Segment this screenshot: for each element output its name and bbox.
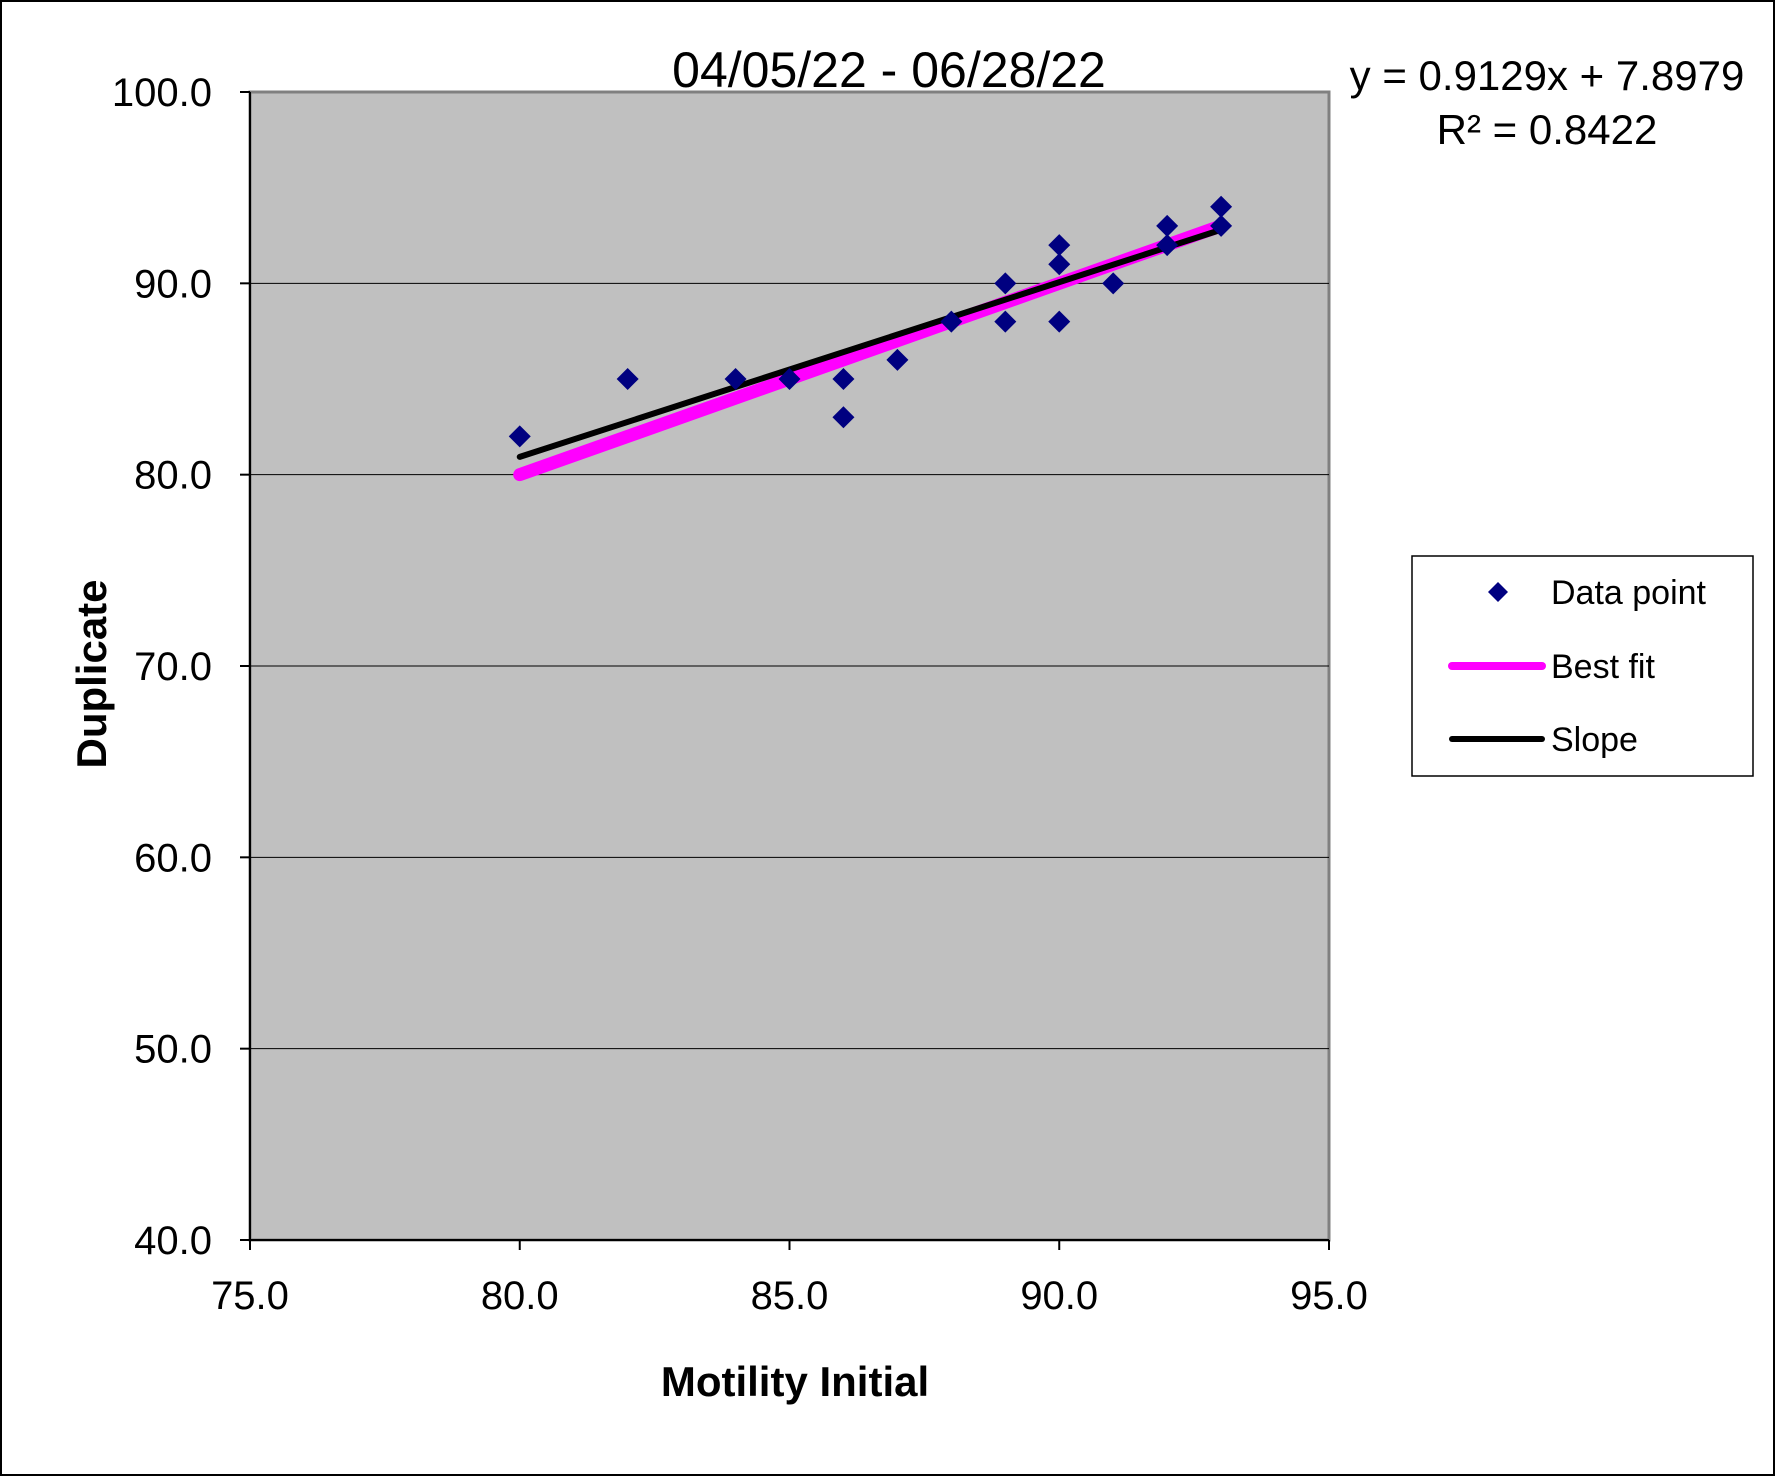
y-tick-label: 100.0 (112, 71, 212, 115)
data-point-marker (508, 425, 531, 448)
data-point-marker (1210, 214, 1233, 237)
trendline-equation: y = 0.9129x + 7.8979 (1350, 52, 1745, 99)
data-point-marker (832, 368, 855, 390)
data-point-marker (1048, 234, 1071, 257)
x-tick-label: 95.0 (1290, 1274, 1368, 1318)
slope-line (516, 226, 1225, 460)
data-point-marker (724, 368, 747, 390)
y-tick-label: 50.0 (134, 1028, 212, 1072)
chart-title: 04/05/22 - 06/28/22 (672, 42, 1106, 98)
legend-label-data-point: Data point (1551, 574, 1707, 612)
x-tick-label: 85.0 (751, 1274, 829, 1318)
data-point-marker (994, 272, 1017, 295)
x-tick-label: 75.0 (211, 1274, 289, 1318)
data-point-marker (994, 310, 1017, 333)
data-point-marker (616, 368, 639, 390)
data-point-marker (940, 310, 963, 333)
y-tick-label: 80.0 (134, 454, 212, 498)
legend-label-best-fit: Best fit (1551, 648, 1655, 686)
legend-diamond-marker-icon (1488, 582, 1508, 602)
legend: Data point Best fit Slope (1411, 555, 1754, 777)
data-point-marker (1048, 253, 1071, 276)
x-tick-label: 90.0 (1020, 1274, 1098, 1318)
y-tick-label: 70.0 (134, 645, 212, 689)
y-tick-label: 60.0 (134, 836, 212, 880)
legend-label-slope: Slope (1551, 721, 1638, 759)
y-tick-label: 90.0 (134, 262, 212, 306)
data-point-marker (1048, 310, 1071, 333)
data-point-marker (886, 348, 909, 371)
data-point-marker (1156, 214, 1179, 237)
r-squared-label: R² = 0.8422 (1437, 106, 1658, 153)
data-point-marker (1102, 272, 1125, 295)
x-tick-label: 80.0 (481, 1274, 559, 1318)
x-axis-title: Motility Initial (661, 1358, 929, 1405)
data-point-marker (832, 406, 855, 429)
data-point-marker (778, 368, 801, 390)
data-point-marker (1156, 234, 1179, 257)
y-axis-title: Duplicate (68, 579, 115, 768)
y-tick-label: 40.0 (134, 1219, 212, 1263)
data-point-marker (1210, 195, 1233, 218)
